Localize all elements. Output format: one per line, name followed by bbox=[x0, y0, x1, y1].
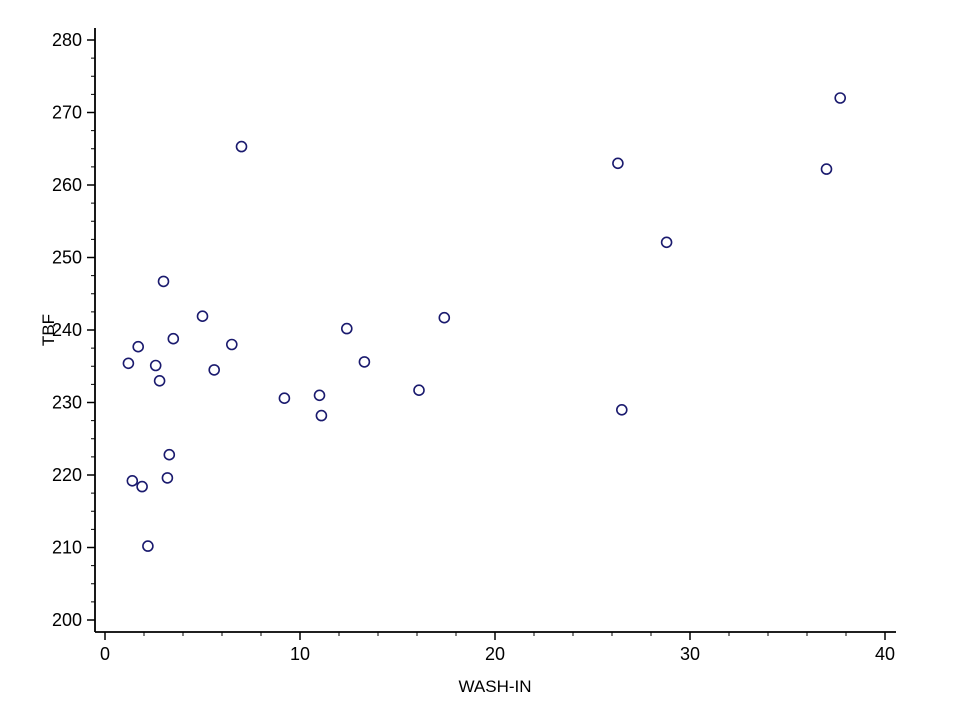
y-tick-label: 240 bbox=[52, 320, 82, 340]
data-point bbox=[163, 448, 176, 461]
data-point bbox=[153, 374, 166, 387]
data-point bbox=[167, 332, 180, 345]
y-tick-label: 230 bbox=[52, 393, 82, 413]
data-point bbox=[161, 472, 174, 484]
data-point bbox=[313, 389, 326, 402]
data-point bbox=[122, 357, 135, 370]
data-point bbox=[413, 384, 425, 397]
data-point bbox=[226, 338, 238, 351]
data-point bbox=[157, 275, 170, 288]
y-tick-label: 280 bbox=[52, 30, 82, 50]
x-tick-label: 40 bbox=[875, 644, 895, 664]
x-tick-label: 0 bbox=[100, 644, 110, 664]
data-point bbox=[126, 474, 139, 487]
data-point bbox=[136, 480, 148, 493]
data-point bbox=[208, 364, 220, 376]
x-tick-label: 30 bbox=[680, 644, 700, 664]
data-point bbox=[820, 163, 833, 175]
x-tick-label: 20 bbox=[485, 644, 505, 664]
y-tick-label: 210 bbox=[52, 538, 82, 558]
data-point bbox=[132, 340, 144, 353]
x-tick-label: 10 bbox=[290, 644, 310, 664]
data-point bbox=[340, 322, 353, 335]
data-point bbox=[660, 236, 673, 249]
y-axis-label: TBF bbox=[39, 314, 58, 346]
data-point bbox=[612, 157, 624, 170]
data-point bbox=[278, 392, 291, 405]
x-axis-label: WASH-IN bbox=[458, 677, 531, 696]
data-point bbox=[235, 140, 248, 153]
data-point bbox=[358, 356, 371, 368]
data-point bbox=[438, 311, 451, 324]
data-point bbox=[142, 540, 154, 552]
data-point bbox=[196, 310, 209, 323]
data-point bbox=[615, 403, 628, 416]
y-tick-label: 260 bbox=[52, 175, 82, 195]
y-tick-label: 220 bbox=[52, 465, 82, 485]
data-point bbox=[834, 92, 847, 104]
y-tick-label: 200 bbox=[52, 610, 82, 630]
data-point bbox=[315, 409, 328, 422]
y-tick-label: 250 bbox=[52, 248, 82, 268]
data-point bbox=[149, 359, 162, 372]
y-tick-label: 270 bbox=[52, 103, 82, 123]
